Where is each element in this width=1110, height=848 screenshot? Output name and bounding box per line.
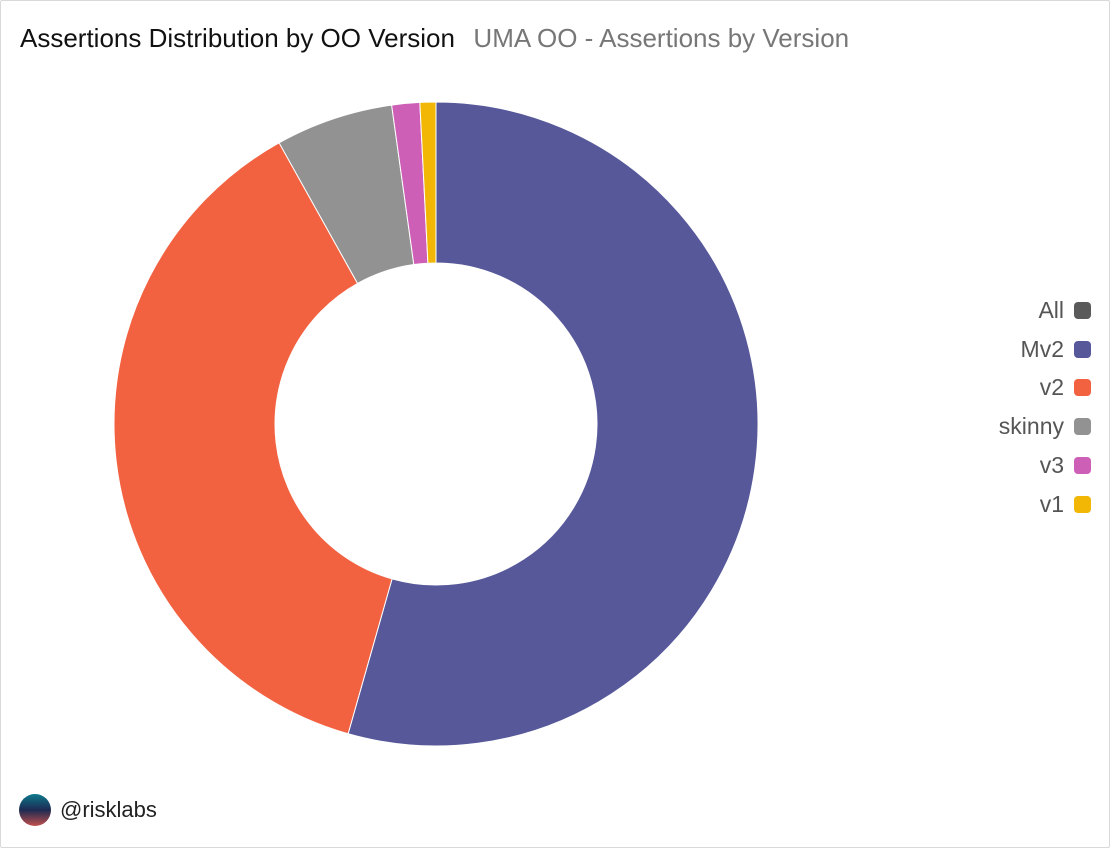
legend-swatch (1074, 457, 1091, 475)
author-footer: @risklabs (19, 794, 157, 826)
legend-label: Mv2 (1020, 335, 1064, 362)
legend-swatch (1074, 418, 1091, 436)
slice-v2[interactable] (113, 142, 393, 735)
legend-label: v2 (1039, 374, 1064, 401)
legend-label: v1 (1039, 490, 1064, 517)
legend-item-v3[interactable]: v3 (1040, 446, 1091, 485)
legend-swatch (1074, 340, 1091, 358)
legend-label: All (1038, 296, 1064, 323)
legend-swatch (1074, 379, 1091, 397)
legend-item-v2[interactable]: v2 (1040, 369, 1091, 408)
slice-mv2[interactable] (347, 101, 759, 747)
legend-label: skinny (998, 413, 1064, 440)
legend-label: v3 (1039, 452, 1064, 479)
legend-item-skinny[interactable]: skinny (999, 407, 1091, 446)
legend-swatch (1074, 495, 1091, 513)
author-handle: @risklabs (60, 797, 157, 822)
author-avatar (19, 794, 51, 826)
legend-item-v1[interactable]: v1 (1040, 485, 1091, 524)
chart-subtitle: UMA OO - Assertions by Version (473, 23, 850, 53)
legend-item-mv2[interactable]: Mv2 (1021, 330, 1091, 369)
chart-header: Assertions Distribution by OO Version UM… (20, 23, 849, 54)
slice-v1[interactable] (419, 101, 437, 264)
chart-title: Assertions Distribution by OO Version (20, 23, 455, 53)
legend-swatch (1074, 301, 1091, 319)
legend-item-all[interactable]: All (1038, 291, 1091, 330)
chart-legend: All Mv2 v2 skinny v3 v1 (999, 291, 1091, 524)
